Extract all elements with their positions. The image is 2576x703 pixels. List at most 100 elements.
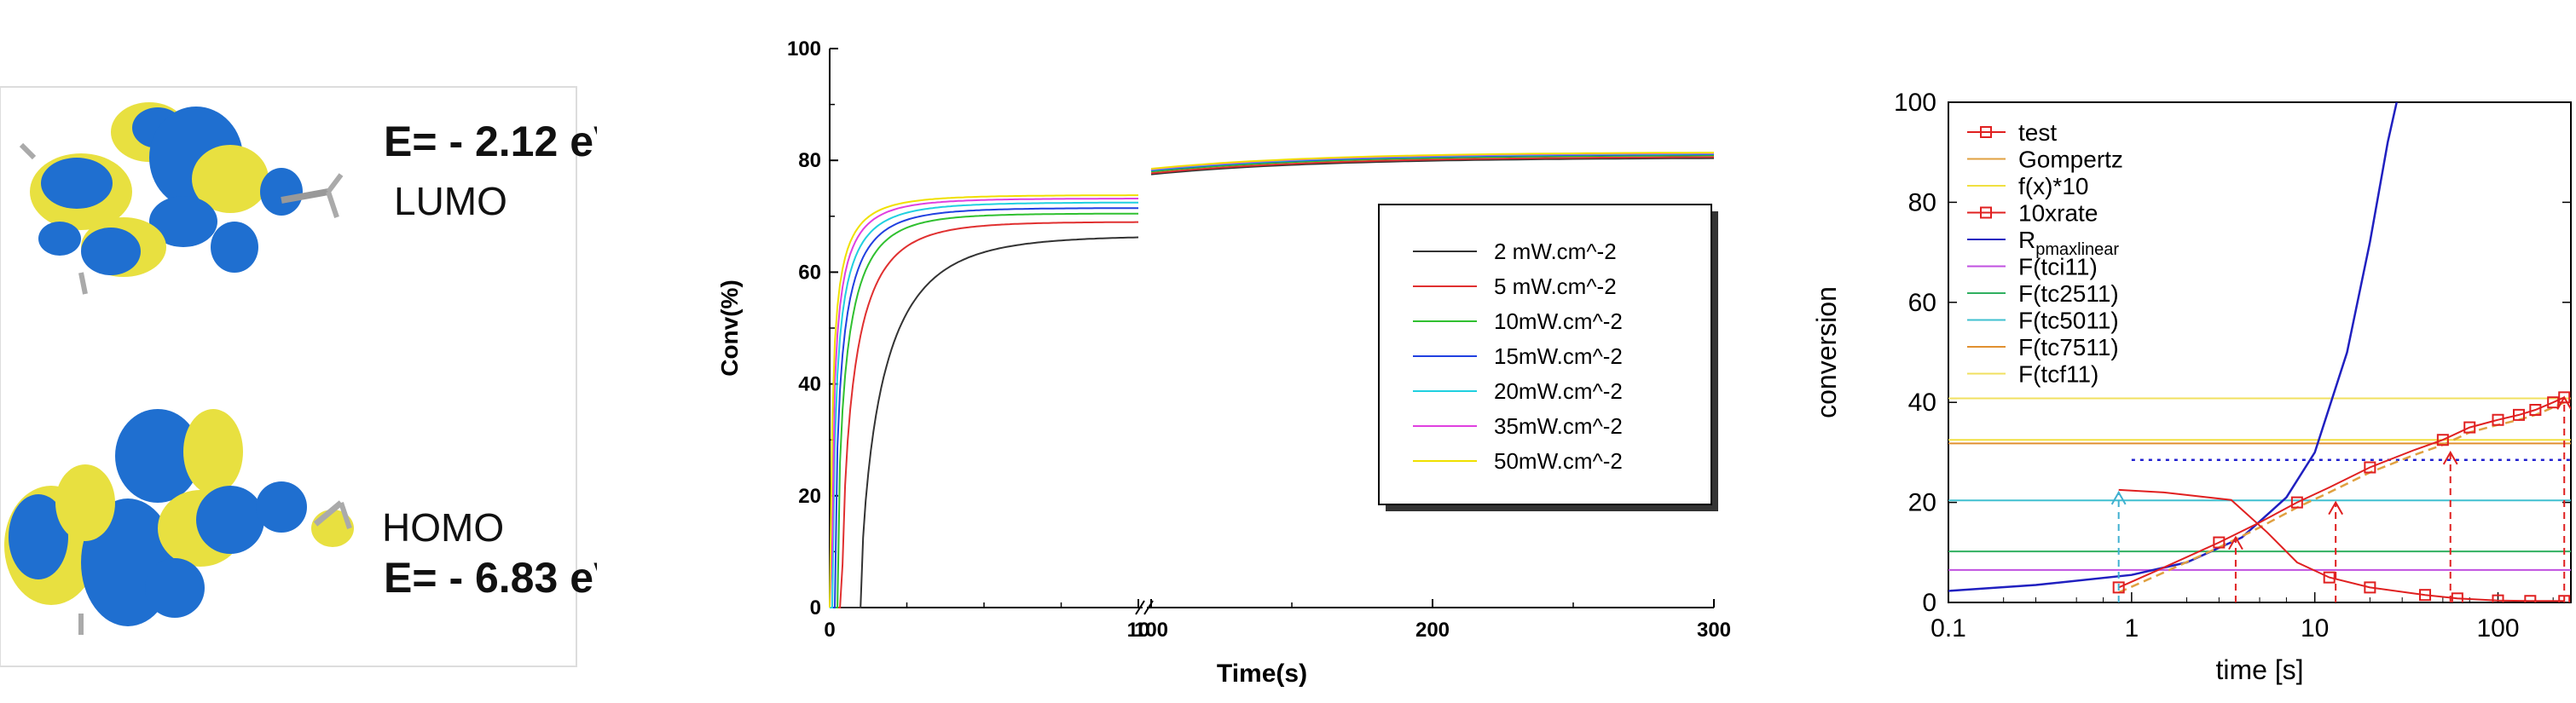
test-marker: [2213, 536, 2226, 549]
test-marker: [2112, 581, 2125, 594]
homo-energy: E= - 6.83 eV: [384, 554, 597, 602]
y-tick-label: 0: [810, 596, 821, 619]
legend-label: 5 mW.cm^-2: [1494, 274, 1617, 299]
test-marker: [2436, 434, 2449, 447]
series-line-3: [830, 212, 1138, 608]
legend-label: F(tc5011): [2018, 308, 2119, 334]
series-line-2-late: [1150, 156, 1715, 175]
legend-label-text: test: [2018, 119, 2057, 146]
series-line-1: [830, 236, 1139, 608]
y-tick-label: 0: [1922, 589, 1936, 617]
kinetics-chart-svg: 0 20 40 60 80 100 0.1 1 10 100 conversion time [s] t…: [1811, 89, 2572, 685]
lumo-isosurface: [19, 102, 344, 295]
kinetics-chart: 0 20 40 60 80 100 0.1 1 10 100 conversion time [s] t…: [1799, 0, 2576, 703]
test-marker: [2512, 408, 2525, 421]
y-tick-label: 80: [798, 149, 821, 172]
legend-label: 20mW.cm^-2: [1494, 378, 1623, 404]
lumo-label: LUMO: [394, 179, 507, 223]
legend-label: F(tci11): [2018, 254, 2098, 280]
series-line-7: [829, 194, 1138, 608]
series-line-1-late: [1150, 157, 1715, 176]
test-marker: [2558, 391, 2571, 404]
rate-marker: [2451, 592, 2463, 602]
y-tick-label: 60: [798, 261, 821, 284]
arrow-head: [2442, 450, 2458, 465]
x-axis-title: Time(s): [1217, 660, 1307, 688]
legend-marker: [1980, 206, 1992, 219]
legend-label-text: F(tci11): [2018, 254, 2098, 280]
test-marker: [2529, 404, 2542, 417]
rpmaxlinear-curve: [1948, 102, 2398, 592]
homo-isosurface: [4, 409, 354, 635]
legend-label: 10mW.cm^-2: [1494, 308, 1623, 334]
legend-label: 2 mW.cm^-2: [1494, 239, 1617, 264]
lumo-energy: E= - 2.12 eV: [384, 118, 597, 165]
y-tick-label: 40: [798, 373, 821, 396]
x-tick-label: 10: [2301, 614, 2329, 642]
legend-label-text: F(tcf11): [2018, 361, 2098, 388]
legend-label-text: R: [2018, 227, 2035, 253]
y-tick-label: 20: [798, 485, 821, 508]
series-line-6: [829, 198, 1138, 608]
y-axis-title: conversion: [1811, 286, 1842, 418]
axis-break-mark: [1135, 600, 1145, 615]
orbital-figure: E= - 2.12 eV LUMO HOMO E= - 6.83 eV: [0, 86, 597, 667]
legend-label: 15mW.cm^-2: [1494, 343, 1623, 369]
x-axis-title: time [s]: [2215, 654, 2303, 685]
legend-label: 35mW.cm^-2: [1494, 413, 1623, 439]
rate-marker: [2492, 594, 2504, 602]
x-tick-label: 100: [1134, 619, 1168, 642]
legend-label-text: F(tc5011): [2018, 308, 2119, 334]
y-tick-label: 100: [787, 37, 821, 61]
y-tick-label: 20: [1908, 489, 1936, 517]
legend-label-text: F(tc2511): [2018, 280, 2119, 307]
test-marker: [2547, 396, 2560, 409]
legend-label: F(tc2511): [2018, 280, 2119, 307]
legend-label: 10xrate: [2018, 200, 2098, 227]
series-line-3-late: [1150, 154, 1715, 173]
legend-label: test: [2018, 119, 2057, 146]
arrow-head: [2228, 535, 2243, 550]
legend-label: F(tcf11): [2018, 361, 2098, 388]
legend-label: Rpmaxlinear: [2018, 227, 2119, 259]
x-tick-label: 0: [824, 619, 835, 642]
x-tick-label: 100: [2476, 614, 2519, 642]
series-line-2: [830, 221, 1138, 608]
series-line-5: [830, 201, 1138, 608]
series-line-7-late: [1150, 152, 1714, 170]
legend-box: [1378, 204, 1712, 505]
rate-curve: [2118, 488, 2565, 602]
test-marker: [2364, 461, 2376, 474]
y-axis-title: Conv(%): [716, 279, 743, 377]
legend-marker: [1980, 126, 1992, 138]
y-tick-label: 40: [1908, 389, 1936, 417]
test-marker: [2463, 421, 2476, 434]
y-tick-label: 100: [1894, 89, 1936, 117]
legend-label: Gompertz: [2018, 147, 2123, 173]
rate-marker: [2323, 571, 2336, 584]
test-marker: [2492, 413, 2504, 426]
x-tick-label: 1: [2124, 614, 2139, 642]
legend-label: f(x)*10: [2018, 173, 2088, 199]
rate-marker: [2419, 589, 2432, 602]
legend-label-text: 10xrate: [2018, 200, 2098, 227]
legend-label-text: F(tc7511): [2018, 334, 2119, 360]
legend-label: 50mW.cm^-2: [1494, 448, 1623, 474]
legend-label: F(tc7511): [2018, 334, 2119, 360]
legend-label-text: f(x)*10: [2018, 173, 2088, 199]
rate-marker: [2524, 595, 2537, 602]
x-tick-label: 200: [1415, 619, 1450, 642]
y-tick-label: 60: [1908, 289, 1936, 317]
conversion-chart: 0 20 40 60 80 100 0 10 100 200 300 Conv(%) Time(s) 2 …: [699, 0, 1748, 703]
arrow-head: [2110, 490, 2127, 505]
series-line-4: [830, 207, 1138, 608]
gompertz-curve: [2118, 401, 2565, 594]
homo-label: HOMO: [382, 505, 504, 550]
x-tick-label: 0.1: [1931, 614, 1966, 642]
arrow-head: [2556, 395, 2571, 410]
y-tick-label: 80: [1908, 188, 1936, 216]
legend-label-text: Gompertz: [2018, 147, 2123, 173]
plot-area: [1948, 102, 2571, 602]
test-marker: [2290, 496, 2303, 509]
